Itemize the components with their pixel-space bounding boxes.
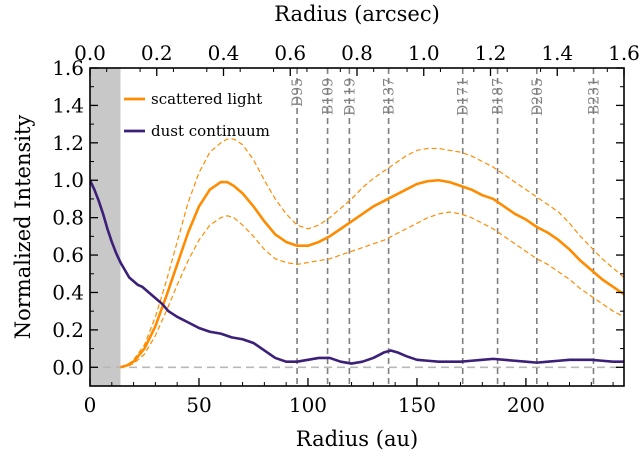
x-tick-label: 0 [84, 393, 97, 417]
y-tick-label: 1.6 [52, 56, 84, 80]
x-tick-label: 150 [398, 393, 436, 417]
scattered-light-upper-bound [120, 138, 624, 368]
y-tick-label: 1.2 [52, 131, 84, 155]
y-tick-label: 0.6 [52, 243, 84, 267]
legend: scattered light dust continuum [124, 90, 270, 140]
y-tick-label: 1.0 [52, 168, 84, 192]
y-tick-label: 0.2 [52, 318, 84, 342]
legend-label: dust continuum [151, 122, 270, 140]
top-x-tick-label: 0.0 [74, 41, 106, 65]
y-tick-label: 0.8 [52, 206, 84, 230]
x-tick-label: 50 [186, 393, 211, 417]
scattered-light-lower-bound [120, 211, 624, 368]
ring-marker-label: B137 [382, 78, 398, 115]
ring-marker-label: D119 [342, 78, 358, 116]
y-tick-label: 1.4 [52, 93, 84, 117]
scattered-light-line [120, 178, 624, 369]
top-x-tick-label: 1.4 [541, 41, 573, 65]
top-x-tick-label: 0.8 [341, 41, 373, 65]
x-tick-label: 200 [507, 393, 545, 417]
dust-continuum-line [90, 179, 624, 365]
ring-marker-label: B231 [586, 78, 602, 115]
ring-marker-label: B187 [491, 78, 507, 115]
top-axis-title: Radius (arcsec) [274, 2, 440, 26]
masked-region [90, 68, 121, 386]
top-x-tick-label: 0.2 [141, 41, 173, 65]
top-x-tick-label: 1.2 [475, 41, 507, 65]
ring-marker-label: D205 [530, 78, 546, 116]
top-x-tick-label: 1.6 [608, 41, 640, 65]
top-x-tick-label: 0.4 [208, 41, 240, 65]
x-tick-label: 100 [289, 393, 327, 417]
x-axis-title: Radius (au) [296, 427, 418, 451]
legend-label: scattered light [151, 90, 262, 108]
top-x-tick-label: 1.0 [408, 41, 440, 65]
ring-marker-label: D171 [456, 78, 472, 116]
y-axis-title: Normalized Intensity [11, 115, 35, 340]
y-tick-label: 0.4 [52, 280, 84, 304]
top-x-tick-label: 0.6 [274, 41, 306, 65]
y-tick-label: 0.0 [52, 355, 84, 379]
ring-marker-label: D95 [290, 78, 306, 107]
ring-marker-label: B109 [321, 78, 337, 115]
